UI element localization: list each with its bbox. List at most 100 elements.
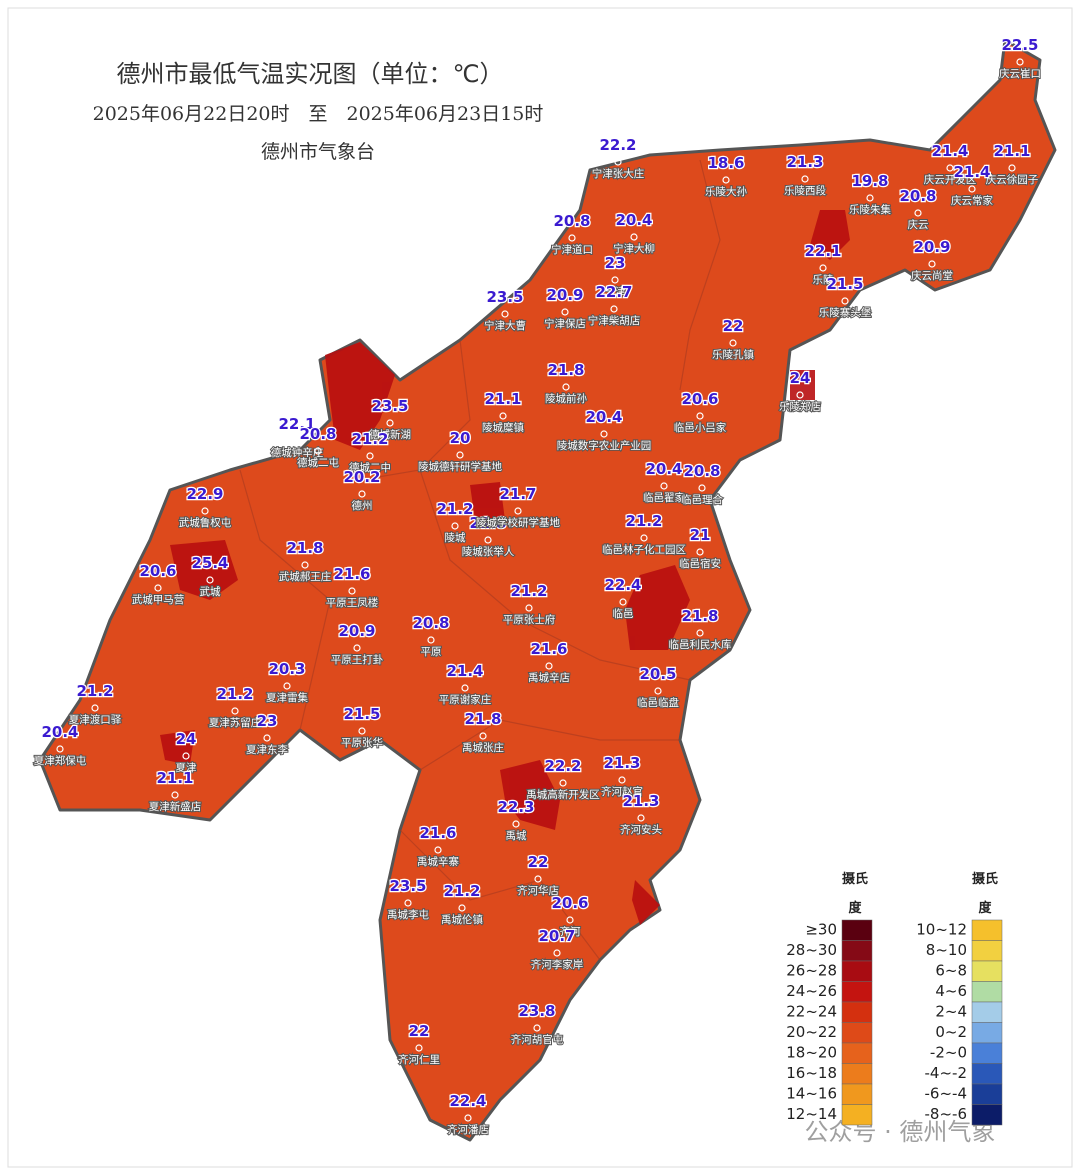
legend-label: 0~2	[935, 1023, 967, 1041]
station-name: 禹城伦镇	[441, 913, 483, 926]
station-name: 临邑林子化工园区	[602, 543, 686, 556]
legend-label: ≥30	[805, 921, 837, 939]
station-name: 武城甲马营	[132, 593, 185, 606]
warm-patches	[160, 210, 850, 925]
station-name: 平原王打卦	[331, 653, 384, 666]
station-dot	[819, 264, 827, 272]
station-value: 20.3	[268, 660, 305, 678]
station-name: 乐陵寨头堡	[819, 306, 872, 319]
station-name: 齐河华店	[517, 884, 559, 897]
station-value: 21.6	[530, 640, 567, 658]
watermark: 公众号 · 德州气象	[805, 1118, 996, 1146]
station-dot	[206, 576, 214, 584]
legend-label: 14~16	[786, 1085, 837, 1103]
station-dot	[637, 814, 645, 822]
station-name: 临邑利民水库	[669, 638, 732, 651]
legend-swatch	[841, 1001, 873, 1023]
station-name: 夏津郑保屯	[34, 754, 87, 767]
station-dot	[56, 745, 64, 753]
legend-swatch	[841, 1022, 873, 1044]
station-value: 21.1	[156, 769, 193, 787]
station-value: 20.6	[551, 894, 588, 912]
station-value: 21.1	[484, 390, 521, 408]
station-name: 德城二中	[349, 461, 391, 474]
station-dot	[610, 305, 618, 313]
station-name: 夏津苏留庄	[209, 716, 262, 729]
station-value: 22.4	[449, 1092, 486, 1110]
station-name: 庆云	[908, 218, 929, 231]
station-name: 齐河潘店	[447, 1123, 489, 1136]
station-value: 21.8	[286, 539, 323, 557]
station-dot	[946, 164, 954, 172]
station-name: 乐陵西段	[784, 184, 826, 197]
station-dot	[386, 419, 394, 427]
station-name: 平原王凤楼	[326, 596, 379, 609]
station-value: 20.4	[615, 211, 652, 229]
station-value: 20.5	[639, 665, 676, 683]
station-value: 21.7	[499, 485, 536, 503]
station-dot	[415, 1044, 423, 1052]
legend-label: 16~18	[786, 1064, 837, 1082]
station-name: 乐陵孔镇	[712, 348, 754, 361]
station-name: 禹城李屯	[387, 908, 429, 921]
station-value: 20.9	[338, 622, 375, 640]
stations: 22.5 庆云崔口 22.2 宁津张大庄 18.6 乐陵大孙 21.3 乐陵西段 19.8 乐陵朱…	[33, 35, 1042, 1137]
legend-label: -8~-6	[925, 1105, 967, 1123]
legend-swatch	[971, 1042, 1003, 1064]
station-dot	[559, 779, 567, 787]
station-dot	[553, 949, 561, 957]
station-name: 宁津大曹	[484, 319, 526, 332]
station-dot	[545, 662, 553, 670]
legend-label: -4~-2	[925, 1064, 967, 1082]
station-value: 21.5	[343, 705, 380, 723]
station-value: 20.6	[139, 562, 176, 580]
station-name: 陵城	[445, 532, 466, 544]
station-value: 20.8	[412, 614, 449, 632]
station-dot	[1008, 164, 1016, 172]
station-name: 宁津保店	[544, 317, 586, 330]
station-dot	[568, 234, 576, 242]
station-value: 21.8	[469, 514, 506, 532]
station-name: 宁津道口	[551, 243, 593, 256]
station-value: 24	[790, 369, 811, 387]
station-dot	[696, 548, 704, 556]
station-value: 20.8	[683, 462, 720, 480]
station-name: 陵城前孙	[545, 392, 587, 405]
station-dot	[464, 1114, 472, 1122]
legend-swatch	[971, 981, 1003, 1003]
station-dot	[1016, 58, 1024, 66]
legend-swatch	[841, 1104, 873, 1126]
legend-swatch	[971, 960, 1003, 982]
station-name: 平原张华	[341, 736, 383, 749]
station-value: 22	[723, 317, 744, 335]
station-name: 武城	[200, 585, 221, 598]
station-value: 21.2	[510, 582, 547, 600]
station-dot	[928, 260, 936, 268]
legend-label: 26~28	[786, 962, 837, 980]
station-name: 庆云尚堂	[911, 269, 953, 282]
legend-label: 4~6	[935, 982, 967, 1000]
station-value: 21.3	[622, 792, 659, 810]
station-name: 庆云常家	[951, 194, 993, 207]
station-dot	[600, 430, 608, 438]
station-dot	[566, 916, 574, 924]
station-name: 德城新湖	[369, 428, 411, 441]
legend-swatch	[841, 919, 873, 941]
agency: 德州市气象台	[261, 141, 375, 163]
station-name: 宁津张大庄	[592, 167, 645, 180]
station-dot	[456, 451, 464, 459]
station-value: 20	[450, 429, 471, 447]
station-name: 庆云崔口	[999, 67, 1041, 80]
station-name: 禹城高新开发区	[526, 788, 600, 801]
period: 2025年06月22日20时 至 2025年06月23日15时	[93, 103, 544, 125]
station-value: 21.2	[625, 512, 662, 530]
legend-label: 18~20	[786, 1044, 837, 1062]
station-value: 21.4	[953, 163, 990, 181]
station-dot	[427, 636, 435, 644]
station-value: 22	[528, 853, 549, 871]
station-dot	[968, 185, 976, 193]
station-value: 21.3	[786, 153, 823, 171]
station-value: 21.2	[216, 685, 253, 703]
legend-swatch	[971, 1063, 1003, 1085]
station-value: 21.2	[443, 882, 480, 900]
